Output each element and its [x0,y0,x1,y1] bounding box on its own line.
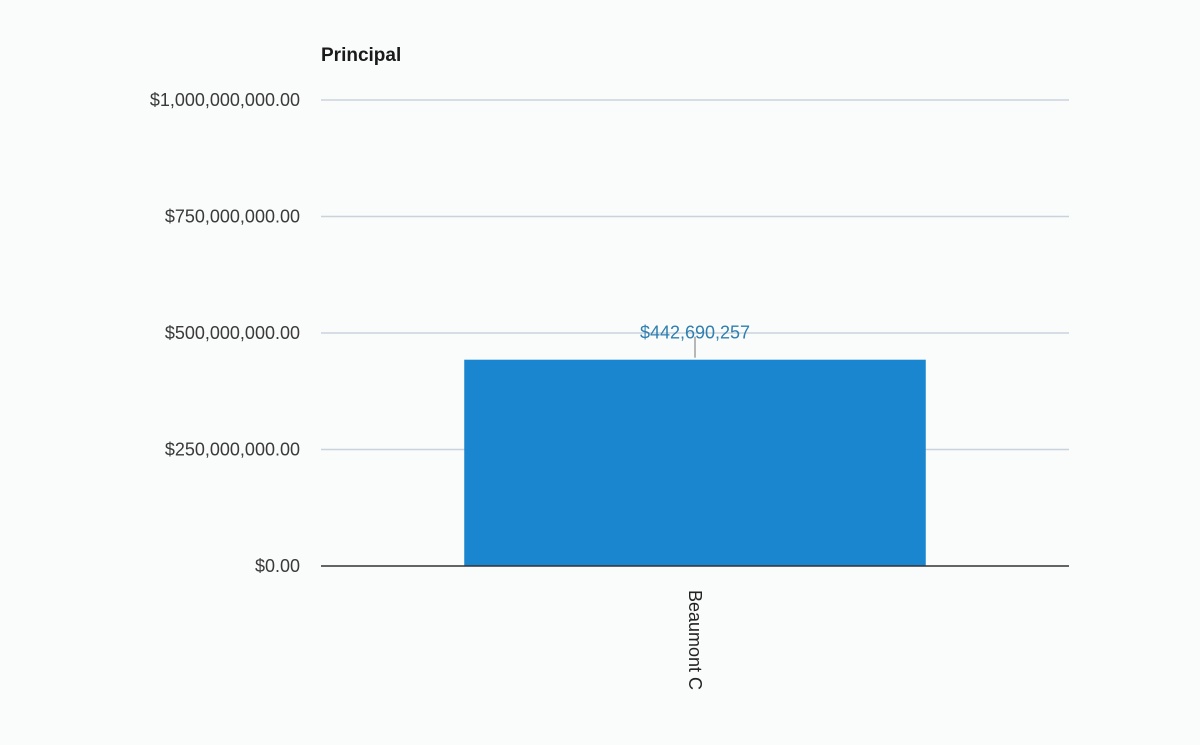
bars [464,359,926,566]
chart-title: Principal [321,45,401,66]
x-axis-categories: Beaumont C [685,590,705,690]
data-label: $442,690,257 [640,323,750,343]
y-tick-label: $250,000,000.00 [165,440,300,460]
x-category-label: Beaumont C [685,590,705,690]
y-tick-label: $1,000,000,000.00 [150,90,300,110]
y-axis-ticks: $0.00 $250,000,000.00 $500,000,000.00 $750,… [150,90,300,576]
y-tick-label: $500,000,000.00 [165,323,300,343]
y-tick-label: $750,000,000.00 [165,207,300,227]
data-labels: $442,690,257 [640,323,750,358]
bar [464,359,926,566]
y-tick-label: $0.00 [255,556,300,576]
